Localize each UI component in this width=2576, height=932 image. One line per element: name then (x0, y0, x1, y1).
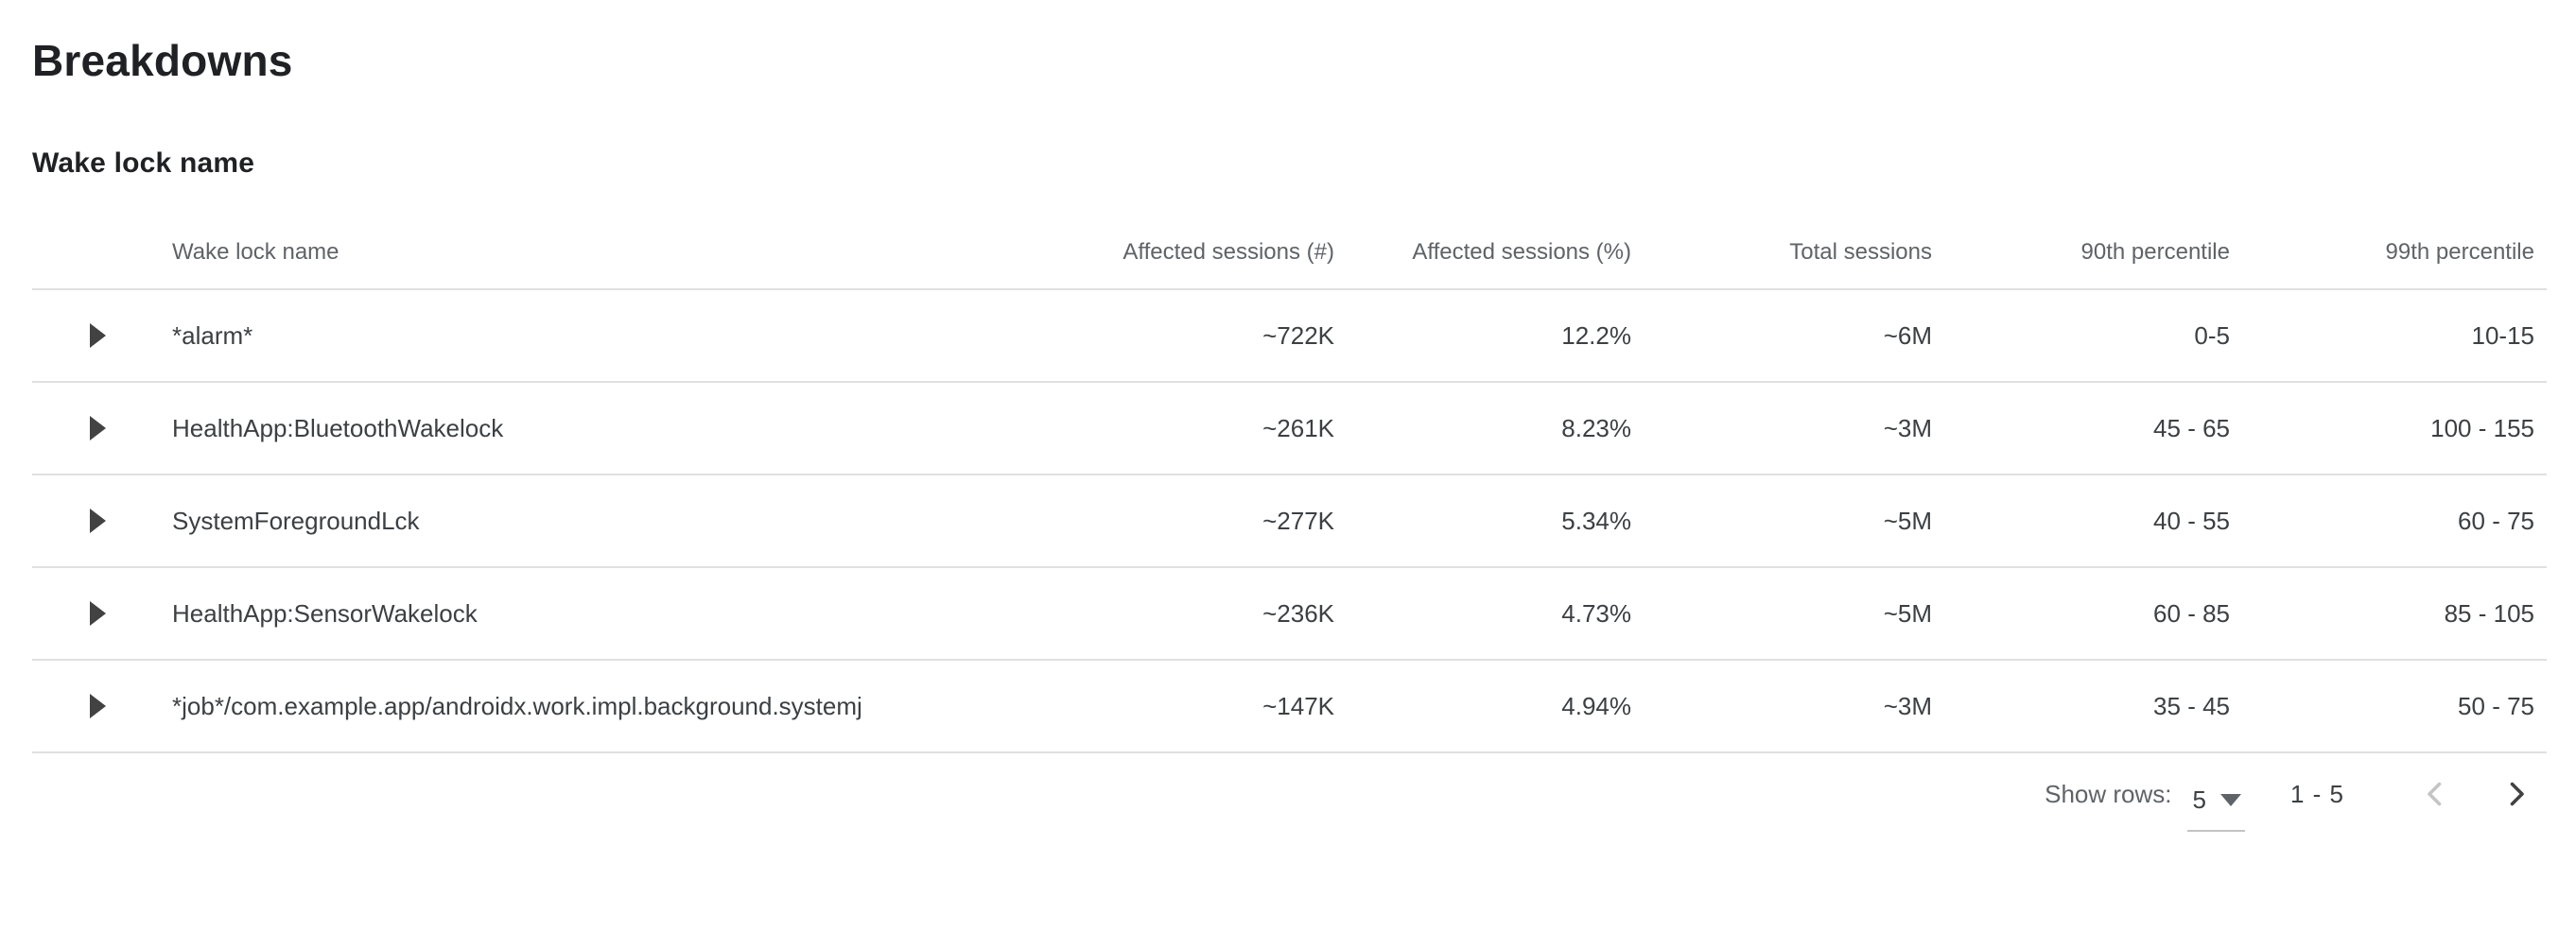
wake-lock-name-cell: SystemForegroundLck (163, 475, 1035, 568)
expand-arrow-icon (89, 323, 106, 348)
total-sessions-cell: ~5M (1631, 567, 1932, 661)
col-header-99th-percentile[interactable]: 99th percentile (2230, 216, 2547, 290)
p99-cell: 100 - 155 (2230, 382, 2547, 475)
chevron-left-icon (2428, 782, 2442, 806)
breakdowns-table: Wake lock name Affected sessions (#) Aff… (32, 216, 2547, 753)
table-row: SystemForegroundLck ~277K 5.34% ~5M 40 -… (32, 475, 2547, 568)
expander-cell (32, 475, 163, 568)
expand-arrow-icon (89, 509, 106, 533)
affected-sessions-pct-cell: 12.2% (1334, 289, 1631, 383)
p99-cell: 50 - 75 (2230, 660, 2547, 753)
affected-sessions-pct-cell: 4.94% (1334, 660, 1631, 753)
affected-sessions-pct-cell: 8.23% (1334, 382, 1631, 475)
total-sessions-cell: ~3M (1631, 382, 1932, 475)
p90-cell: 0-5 (1932, 289, 2230, 383)
affected-sessions-count-cell: ~147K (1035, 660, 1334, 753)
table-row: *job*/com.example.app/androidx.work.impl… (32, 660, 2547, 753)
col-header-total-sessions[interactable]: Total sessions (1631, 216, 1932, 290)
expander-cell (32, 289, 163, 383)
col-header-affected-sessions-count[interactable]: Affected sessions (#) (1035, 216, 1334, 290)
row-expand-button[interactable] (75, 313, 120, 358)
p99-cell: 85 - 105 (2230, 567, 2547, 661)
show-rows-label: Show rows: (2045, 779, 2172, 808)
p90-cell: 35 - 45 (1932, 660, 2230, 753)
expander-cell (32, 382, 163, 475)
dropdown-caret-icon (2219, 793, 2241, 806)
page-title: Breakdowns (32, 36, 293, 85)
wake-lock-name-cell: HealthApp:BluetoothWakelock (163, 382, 1035, 475)
affected-sessions-count-cell: ~261K (1035, 382, 1334, 475)
row-expand-button[interactable] (75, 683, 120, 729)
affected-sessions-pct-cell: 5.34% (1334, 475, 1631, 568)
expand-arrow-icon (89, 694, 106, 718)
total-sessions-cell: ~5M (1631, 475, 1932, 568)
page-range-label: 1 - 5 (2289, 779, 2344, 808)
p90-cell: 45 - 65 (1932, 382, 2230, 475)
table-row: HealthApp:BluetoothWakelock ~261K 8.23% … (32, 382, 2547, 475)
col-header-wake-lock-name[interactable]: Wake lock name (163, 216, 1035, 290)
next-page-button[interactable] (2498, 775, 2535, 813)
expand-arrow-icon (89, 416, 106, 440)
total-sessions-cell: ~3M (1631, 660, 1932, 753)
affected-sessions-pct-cell: 4.73% (1334, 567, 1631, 661)
wake-lock-name-cell: HealthApp:SensorWakelock (163, 567, 1035, 661)
table-pagination: Show rows: 5 1 - 5 (32, 753, 2547, 835)
table-row: HealthApp:SensorWakelock ~236K 4.73% ~5M… (32, 567, 2547, 661)
chevron-right-icon (2510, 782, 2524, 806)
rows-per-page-value: 5 (2192, 785, 2206, 814)
affected-sessions-count-cell: ~277K (1035, 475, 1334, 568)
expand-arrow-icon (89, 601, 106, 626)
affected-sessions-count-cell: ~236K (1035, 567, 1334, 661)
p90-cell: 40 - 55 (1932, 475, 2230, 568)
expander-cell (32, 660, 163, 753)
col-header-expander (32, 216, 163, 290)
table-row: *alarm* ~722K 12.2% ~6M 0-5 10-15 (32, 289, 2547, 383)
row-expand-button[interactable] (75, 498, 120, 544)
row-expand-button[interactable] (75, 406, 120, 451)
col-header-90th-percentile[interactable]: 90th percentile (1932, 216, 2230, 290)
total-sessions-cell: ~6M (1631, 289, 1932, 383)
section-title: Wake lock name (32, 147, 255, 179)
rows-per-page-select[interactable]: 5 (2186, 780, 2245, 832)
wake-lock-name-cell: *alarm* (163, 289, 1035, 383)
wake-lock-name-cell: *job*/com.example.app/androidx.work.impl… (163, 660, 1035, 753)
breakdowns-page: Breakdowns Wake lock name Wake lock name… (0, 34, 2576, 932)
p90-cell: 60 - 85 (1932, 567, 2230, 661)
p99-cell: 60 - 75 (2230, 475, 2547, 568)
p99-cell: 10-15 (2230, 289, 2547, 383)
table-header-row: Wake lock name Affected sessions (#) Aff… (32, 216, 2547, 290)
prev-page-button[interactable] (2416, 775, 2454, 813)
affected-sessions-count-cell: ~722K (1035, 289, 1334, 383)
row-expand-button[interactable] (75, 591, 120, 636)
expander-cell (32, 567, 163, 661)
col-header-affected-sessions-pct[interactable]: Affected sessions (%) (1334, 216, 1631, 290)
